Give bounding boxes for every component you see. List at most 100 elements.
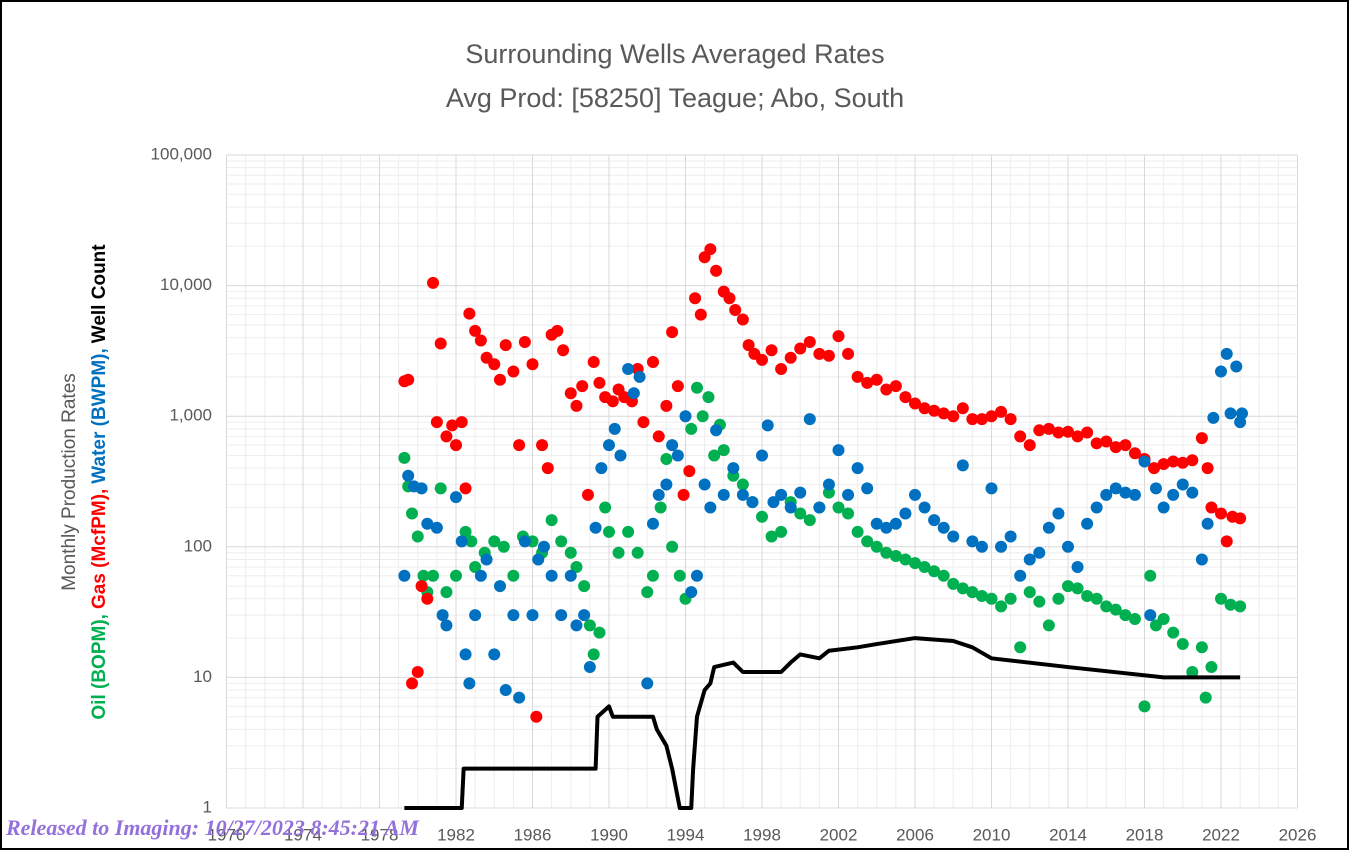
data-point [555,609,568,622]
data-point [832,444,845,457]
data-point [603,525,615,538]
watermark: Released to Imaging: 10/27/2023 8:45:21 … [5,815,420,840]
data-point [1109,603,1122,616]
x-tick-label: 2010 [973,825,1011,844]
line [404,636,1241,810]
data-point [889,380,902,393]
data-point [411,665,424,678]
data-point [1176,638,1189,651]
data-point [1176,456,1189,469]
legend-entry: Well Count [89,244,110,344]
data-point [641,586,654,599]
data-point [1119,609,1132,622]
data-point [666,326,679,339]
data-point [1236,407,1249,420]
data-point [1042,521,1055,534]
data-point [660,478,673,491]
data-point [690,381,703,394]
data-point [947,530,960,543]
data-point [551,324,564,337]
data-point [536,439,549,452]
data-point [1176,478,1189,491]
labels: 1970 1974 1978 1982 1986 1990 1994 1998 2002 2006… [151,144,1317,844]
data-point [430,416,443,429]
data-point [761,419,774,432]
data-point [736,478,749,491]
data-point [985,592,998,605]
data-point [440,586,453,599]
data-point [794,342,807,355]
data-point [436,609,449,622]
data-point [702,391,715,404]
data-point [488,358,501,371]
data-point [576,380,589,393]
data-point [545,569,558,582]
data-point [947,410,960,423]
data-point [694,308,707,321]
chart-title: Surrounding Wells Averaged Rates [465,39,884,69]
data-point [851,462,864,475]
data-point [842,488,855,501]
data-point [985,482,998,495]
y-tick-label: 100 [184,536,212,555]
data-point [1167,488,1180,501]
data-point [406,507,419,520]
data-point [822,478,835,491]
data-point [756,353,768,366]
x-tick-label: 2006 [896,825,934,844]
data-point [918,402,931,415]
grid [226,154,1298,809]
data-point [583,619,596,632]
data-point [909,557,921,570]
data-point [646,517,659,530]
data-point [995,540,1008,553]
data-point [775,488,788,501]
data-point [794,486,807,499]
data-point [507,609,520,622]
data-point [671,380,684,393]
data-point [842,507,855,520]
data-point [1128,613,1141,626]
data-point [1128,488,1141,501]
x-tick-label: 2022 [1202,825,1240,844]
x-tick-label: 2026 [1279,825,1317,844]
data-point [622,525,635,538]
data-point [1052,592,1065,605]
data-point [455,535,468,548]
data-point [727,462,740,475]
data-point [1081,517,1094,530]
data-point [427,276,440,289]
data-point [1100,600,1113,613]
data-point [1167,455,1180,468]
data-point [784,501,797,514]
data-point [459,648,472,661]
data-point [421,592,434,605]
data-point [493,373,506,386]
data-point [406,677,419,690]
data-point [947,577,960,590]
data-point [1201,462,1214,475]
data-point [880,546,893,559]
data-point [985,410,998,423]
data-point [673,569,686,582]
data-point [415,580,428,593]
data-point [1090,501,1103,514]
data-point [1215,592,1227,605]
data-point [1042,619,1055,632]
data-point [928,404,941,417]
data-point [1205,501,1218,514]
data-point [526,358,539,371]
data-point [1199,691,1212,704]
data-point [1138,455,1151,468]
marks [398,243,1249,810]
data-point [666,540,679,553]
data-point [975,413,988,426]
data-point [415,482,428,495]
data-point [794,507,807,520]
data-point [1215,365,1227,378]
data-point [870,517,883,530]
data-point [1109,482,1122,495]
data-point [614,449,627,462]
